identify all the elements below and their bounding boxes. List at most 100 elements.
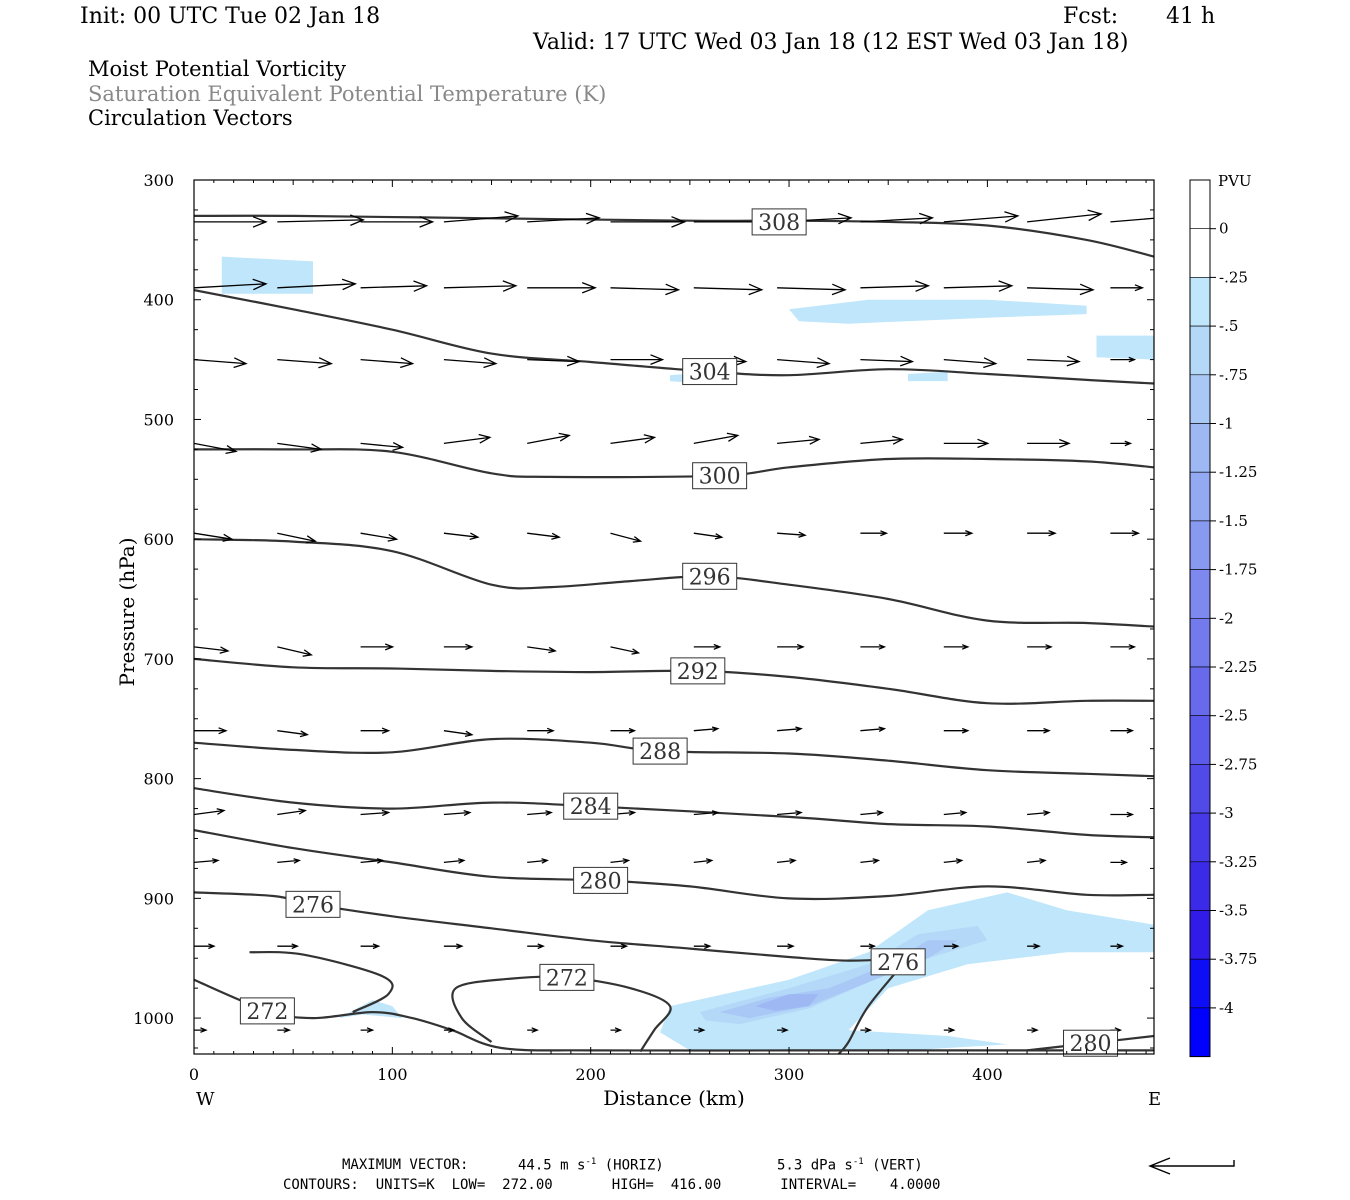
y-tick-label-300: 300 bbox=[143, 171, 174, 190]
vector-8-2 bbox=[360, 858, 385, 864]
vector-6-11 bbox=[1110, 727, 1135, 734]
vector-5-0 bbox=[194, 646, 230, 654]
vector-4-2 bbox=[360, 532, 399, 542]
vector-9-8 bbox=[860, 943, 877, 950]
pv-region-1 bbox=[789, 299, 1087, 324]
y-axis-title: Pressure (hPa) bbox=[115, 538, 139, 687]
vector-9-7 bbox=[777, 943, 795, 950]
colorbar-label-9: -2.25 bbox=[1219, 658, 1257, 676]
vector-9-11 bbox=[1110, 943, 1125, 950]
max-vector-horiz-unit: (HORIZ) bbox=[604, 1157, 664, 1174]
pv-region-4 bbox=[908, 371, 948, 382]
contour-label-box-13 bbox=[1063, 1029, 1119, 1057]
contour-label-box-11 bbox=[239, 997, 295, 1025]
vector-9-0 bbox=[194, 943, 216, 950]
contour-label-296: 296 bbox=[689, 565, 731, 590]
vector-5-6 bbox=[693, 643, 722, 650]
vector-4-10 bbox=[1027, 529, 1057, 537]
max-vector-horiz-value: 44.5 m s bbox=[518, 1157, 586, 1174]
max-vector-vert-unit: (VERT) bbox=[872, 1157, 923, 1174]
vector-8-6 bbox=[693, 858, 714, 864]
vector-7-1 bbox=[277, 808, 308, 816]
vector-1-7 bbox=[777, 283, 847, 296]
contour-label-box-9 bbox=[870, 948, 926, 976]
colorbar-unit: PVU bbox=[1218, 172, 1252, 190]
vector-7-9 bbox=[943, 810, 968, 816]
colorbar-swatch-2 bbox=[1189, 277, 1211, 327]
vector-1-3 bbox=[443, 280, 518, 292]
vector-10-8 bbox=[860, 1027, 873, 1033]
colorbar-swatch-12 bbox=[1189, 764, 1211, 814]
colorbar-swatch-16 bbox=[1189, 958, 1211, 1009]
colorbar-label-16: -4 bbox=[1219, 999, 1234, 1017]
vector-10-5 bbox=[610, 1027, 623, 1033]
colorbar-label-14: -3.5 bbox=[1219, 902, 1248, 920]
contour-label-box-5 bbox=[632, 737, 688, 765]
contour-line-296-3 bbox=[194, 538, 1154, 628]
vector-9-3 bbox=[443, 943, 464, 950]
contour-label-box-7 bbox=[573, 866, 629, 894]
vector-1-1 bbox=[277, 278, 358, 291]
x-end-label-west: W bbox=[196, 1089, 215, 1110]
vector-9-10 bbox=[1027, 943, 1041, 950]
vector-2-5 bbox=[610, 354, 665, 366]
vector-6-3 bbox=[443, 730, 474, 738]
vector-3-2 bbox=[360, 442, 405, 452]
reference-vector-arrow bbox=[1148, 1157, 1235, 1175]
vector-10-6 bbox=[693, 1027, 706, 1033]
field-title-3: Circulation Vectors bbox=[88, 106, 293, 130]
vector-1-2 bbox=[360, 280, 429, 292]
colorbar-label-3: -.75 bbox=[1219, 366, 1248, 384]
vector-0-3 bbox=[443, 211, 520, 223]
vector-1-9 bbox=[943, 280, 1014, 292]
vector-4-11 bbox=[1110, 529, 1141, 537]
vector-6-5 bbox=[610, 727, 637, 734]
vector-6-1 bbox=[277, 730, 310, 738]
vector-7-6 bbox=[693, 810, 720, 816]
vector-6-4 bbox=[527, 727, 555, 734]
colorbar-label-5: -1.25 bbox=[1219, 463, 1257, 481]
plot-frame bbox=[193, 179, 1155, 1055]
vector-5-10 bbox=[1027, 644, 1053, 650]
contour-label-box-4 bbox=[670, 657, 726, 685]
y-tick-label-1000: 1000 bbox=[133, 1009, 174, 1028]
x-tick-label-400: 400 bbox=[972, 1065, 1003, 1084]
vector-6-8 bbox=[860, 726, 887, 732]
vector-3-8 bbox=[860, 435, 905, 445]
vector-0-10 bbox=[1027, 209, 1103, 223]
x-axis-title: Distance (km) bbox=[603, 1086, 745, 1110]
colorbar-label-4: -1 bbox=[1219, 415, 1234, 433]
vector-9-9 bbox=[943, 943, 960, 950]
pv-region-9 bbox=[755, 994, 819, 1011]
contour-label-272: 272 bbox=[246, 1000, 288, 1025]
init-time: Init: 00 UTC Tue 02 Jan 18 bbox=[80, 4, 381, 29]
colorbar-swatch-1 bbox=[1189, 228, 1211, 278]
colorbar-label-13: -3.25 bbox=[1219, 853, 1257, 871]
colorbar-swatch-9 bbox=[1189, 617, 1211, 668]
colorbar-label-6: -1.5 bbox=[1219, 512, 1248, 530]
vector-7-2 bbox=[360, 809, 391, 817]
vector-3-0 bbox=[194, 442, 238, 455]
vector-7-0 bbox=[194, 808, 226, 816]
vector-8-4 bbox=[527, 858, 549, 864]
contour-label-box-10 bbox=[539, 963, 595, 991]
contour-line-280-7 bbox=[194, 829, 1154, 901]
vector-7-4 bbox=[527, 810, 553, 816]
colorbar-swatch-10 bbox=[1189, 666, 1211, 717]
vector-3-3 bbox=[443, 433, 492, 445]
colorbar-swatch-13 bbox=[1189, 812, 1211, 863]
vector-0-11 bbox=[1110, 217, 1154, 223]
vector-8-3 bbox=[443, 858, 466, 864]
vector-4-3 bbox=[443, 532, 480, 541]
vector-3-11 bbox=[1110, 440, 1133, 447]
contour-label-300: 300 bbox=[699, 465, 741, 490]
vector-10-3 bbox=[443, 1027, 456, 1033]
contour-label-272: 272 bbox=[546, 966, 588, 991]
contour-label-292: 292 bbox=[677, 660, 719, 685]
vector-9-1 bbox=[277, 943, 300, 950]
y-tick-label-800: 800 bbox=[143, 770, 174, 789]
forecast-hour: 41 h bbox=[1166, 4, 1216, 29]
vector-4-8 bbox=[860, 530, 889, 537]
field-title-2: Saturation Equivalent Potential Temperat… bbox=[88, 82, 607, 106]
vector-3-6 bbox=[693, 432, 740, 445]
